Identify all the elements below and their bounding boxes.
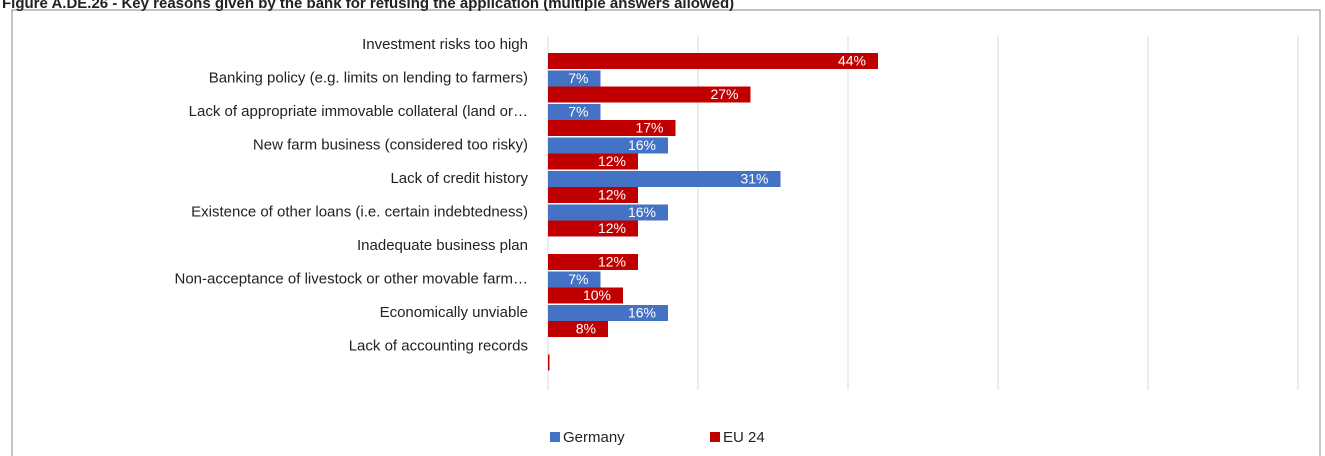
bar xyxy=(548,171,781,187)
value-label: 7% xyxy=(568,271,588,287)
value-label: 16% xyxy=(628,137,656,153)
category-label: Inadequate business plan xyxy=(357,237,528,254)
bar xyxy=(548,354,550,371)
value-label: 17% xyxy=(635,120,663,136)
bar xyxy=(548,254,638,270)
value-label: 27% xyxy=(710,86,738,102)
value-label: 12% xyxy=(598,220,626,236)
category-label: Non-acceptance of livestock or other mov… xyxy=(175,270,529,287)
bar xyxy=(548,104,601,120)
value-label: 12% xyxy=(598,187,626,203)
category-label: Lack of accounting records xyxy=(349,337,528,354)
value-label: 12% xyxy=(598,153,626,169)
value-label: 10% xyxy=(583,287,611,303)
bar xyxy=(548,187,638,203)
value-label: 7% xyxy=(568,104,588,120)
value-label: 16% xyxy=(628,305,656,321)
category-label: Banking policy (e.g. limits on lending t… xyxy=(209,69,528,86)
category-label: New farm business (considered too risky) xyxy=(253,136,528,153)
value-label: 44% xyxy=(838,53,866,69)
bar xyxy=(548,305,668,321)
legend-label: Germany xyxy=(563,429,625,446)
bar xyxy=(548,137,668,154)
value-label: 16% xyxy=(628,204,656,220)
legend-swatch xyxy=(710,432,720,442)
bar xyxy=(548,220,638,237)
chart-title: Figure A.DE.26 - Key reasons given by th… xyxy=(2,0,734,12)
value-label: 31% xyxy=(740,171,768,187)
bar xyxy=(548,153,638,170)
bar xyxy=(548,271,601,288)
bar xyxy=(548,86,751,103)
category-label: Economically unviable xyxy=(380,304,528,321)
bar xyxy=(548,70,601,87)
bar xyxy=(548,120,676,136)
category-label: Investment risks too high xyxy=(362,36,528,53)
value-label: 8% xyxy=(576,321,596,337)
legend-swatch xyxy=(550,432,560,442)
value-label: 12% xyxy=(598,254,626,270)
category-label: Existence of other loans (i.e. certain i… xyxy=(191,203,528,220)
bar xyxy=(548,321,608,337)
category-label: Lack of appropriate immovable collateral… xyxy=(189,103,528,120)
plot-frame xyxy=(11,9,1321,456)
value-label: 7% xyxy=(568,70,588,86)
bar xyxy=(548,287,623,304)
bar xyxy=(548,53,878,69)
legend-label: EU 24 xyxy=(723,429,765,446)
bar xyxy=(548,204,668,221)
category-label: Lack of credit history xyxy=(390,170,528,187)
